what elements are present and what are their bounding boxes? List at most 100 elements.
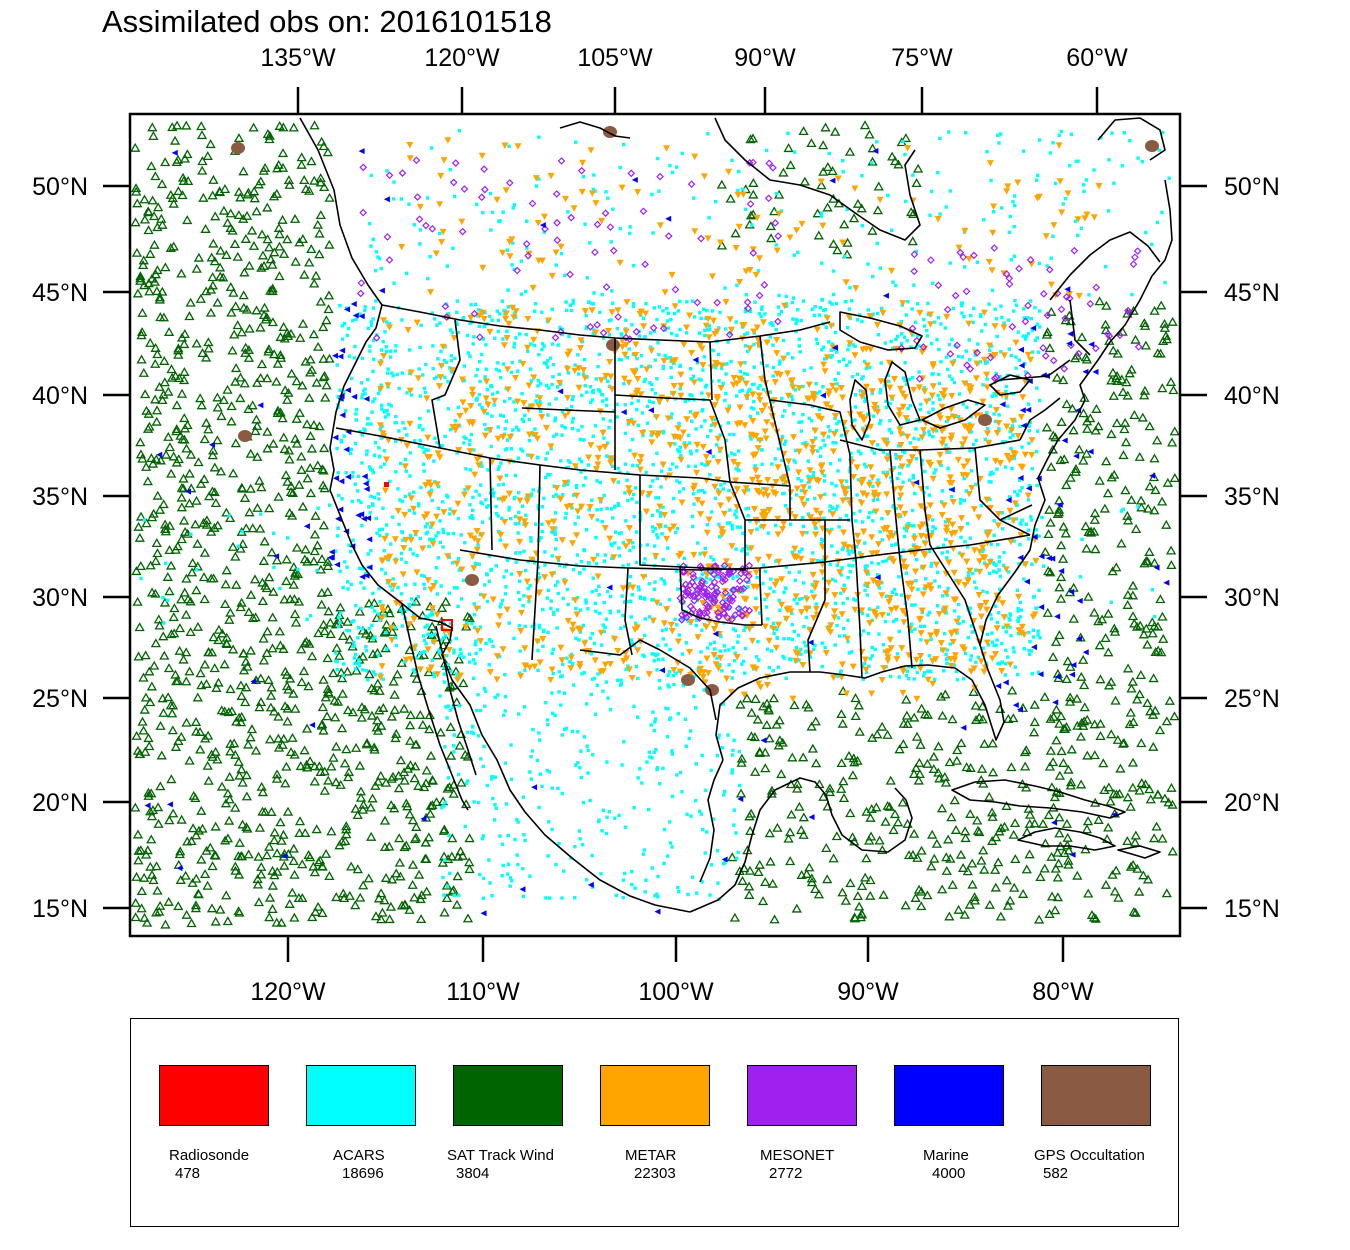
sat-track-wind-marker <box>160 449 172 459</box>
sat-track-wind-marker <box>1043 810 1054 820</box>
sat-track-wind-marker <box>822 202 833 212</box>
acars-marker <box>877 632 881 636</box>
acars-marker <box>1092 168 1096 172</box>
acars-marker <box>856 478 861 482</box>
acars-marker <box>594 562 599 566</box>
acars-marker <box>648 331 653 335</box>
sat-track-wind-marker <box>350 803 361 813</box>
sat-track-wind-marker <box>1094 475 1105 485</box>
acars-marker <box>681 683 686 688</box>
acars-marker <box>1018 600 1023 605</box>
acars-marker <box>703 328 707 333</box>
acars-marker <box>477 324 481 329</box>
sat-track-wind-marker <box>926 861 937 871</box>
acars-marker <box>481 211 485 215</box>
sat-track-wind-marker <box>294 828 305 838</box>
sat-track-wind-marker <box>407 815 419 825</box>
acars-marker <box>823 443 827 447</box>
acars-marker <box>565 482 570 487</box>
acars-marker <box>724 391 728 396</box>
acars-marker <box>467 652 472 656</box>
acars-marker <box>805 497 810 502</box>
sat-track-wind-marker <box>1081 543 1092 553</box>
sat-track-wind-marker <box>291 413 302 423</box>
acars-marker <box>757 311 762 316</box>
sat-track-wind-marker <box>860 872 871 882</box>
acars-marker <box>509 879 514 883</box>
acars-marker <box>378 599 382 604</box>
acars-marker <box>483 375 487 379</box>
acars-marker <box>386 558 390 562</box>
acars-marker <box>636 715 640 720</box>
acars-marker <box>909 622 914 626</box>
acars-marker <box>736 449 741 453</box>
acars-marker <box>591 331 595 336</box>
acars-marker <box>861 677 865 681</box>
acars-marker <box>1027 537 1031 541</box>
acars-marker <box>407 348 412 352</box>
acars-marker <box>473 561 478 566</box>
acars-marker <box>971 320 975 325</box>
acars-marker <box>744 544 748 548</box>
sat-track-wind-marker <box>856 908 867 918</box>
acars-marker <box>687 398 691 402</box>
acars-marker <box>474 374 478 378</box>
sat-track-wind-marker <box>854 901 865 911</box>
sat-track-wind-marker <box>331 643 342 652</box>
acars-marker <box>967 338 971 342</box>
acars-marker <box>580 393 584 398</box>
acars-marker <box>368 222 372 226</box>
sat-track-wind-marker <box>288 856 299 866</box>
sat-track-wind-marker <box>278 432 289 442</box>
acars-marker <box>975 260 980 264</box>
sat-track-wind-marker <box>1045 745 1056 755</box>
acars-marker <box>569 652 574 657</box>
sat-track-wind-marker <box>315 767 326 776</box>
acars-marker <box>462 435 466 439</box>
acars-marker <box>366 552 370 556</box>
sat-track-wind-marker <box>150 588 161 598</box>
acars-marker <box>993 419 998 424</box>
acars-marker <box>345 628 349 633</box>
acars-marker <box>543 563 547 567</box>
acars-marker <box>784 676 788 681</box>
acars-marker <box>878 391 882 395</box>
sat-track-wind-marker <box>1099 785 1110 795</box>
sat-track-wind-marker <box>405 760 416 770</box>
acars-marker <box>784 565 788 569</box>
acars-marker <box>929 669 933 674</box>
acars-marker <box>486 504 491 508</box>
acars-marker <box>837 419 841 424</box>
acars-marker <box>746 547 750 551</box>
acars-marker <box>730 527 735 531</box>
sat-track-wind-marker <box>824 783 836 793</box>
acars-marker <box>590 301 594 306</box>
acars-marker <box>544 383 549 388</box>
acars-marker <box>919 659 923 663</box>
acars-marker <box>442 893 446 897</box>
sat-track-wind-marker <box>317 908 328 918</box>
acars-marker <box>662 861 666 866</box>
acars-marker <box>419 485 423 490</box>
sat-track-wind-marker <box>730 228 741 238</box>
acars-marker <box>752 399 756 404</box>
acars-marker <box>727 606 732 611</box>
sat-track-wind-marker <box>262 426 273 436</box>
acars-marker <box>462 441 466 445</box>
acars-marker <box>660 628 665 633</box>
sat-track-wind-marker <box>144 421 155 431</box>
sat-track-wind-marker <box>776 769 787 779</box>
acars-marker <box>946 586 950 591</box>
sat-track-wind-marker <box>901 694 912 704</box>
acars-marker <box>804 615 809 620</box>
acars-marker <box>889 475 893 480</box>
sat-track-wind-marker <box>842 249 853 259</box>
acars-marker <box>713 199 718 204</box>
acars-marker <box>651 529 655 533</box>
acars-marker <box>791 317 795 321</box>
acars-marker <box>731 576 735 580</box>
sat-track-wind-marker <box>173 349 184 359</box>
acars-marker <box>737 468 741 473</box>
acars-marker <box>446 532 450 536</box>
acars-marker <box>744 293 749 297</box>
